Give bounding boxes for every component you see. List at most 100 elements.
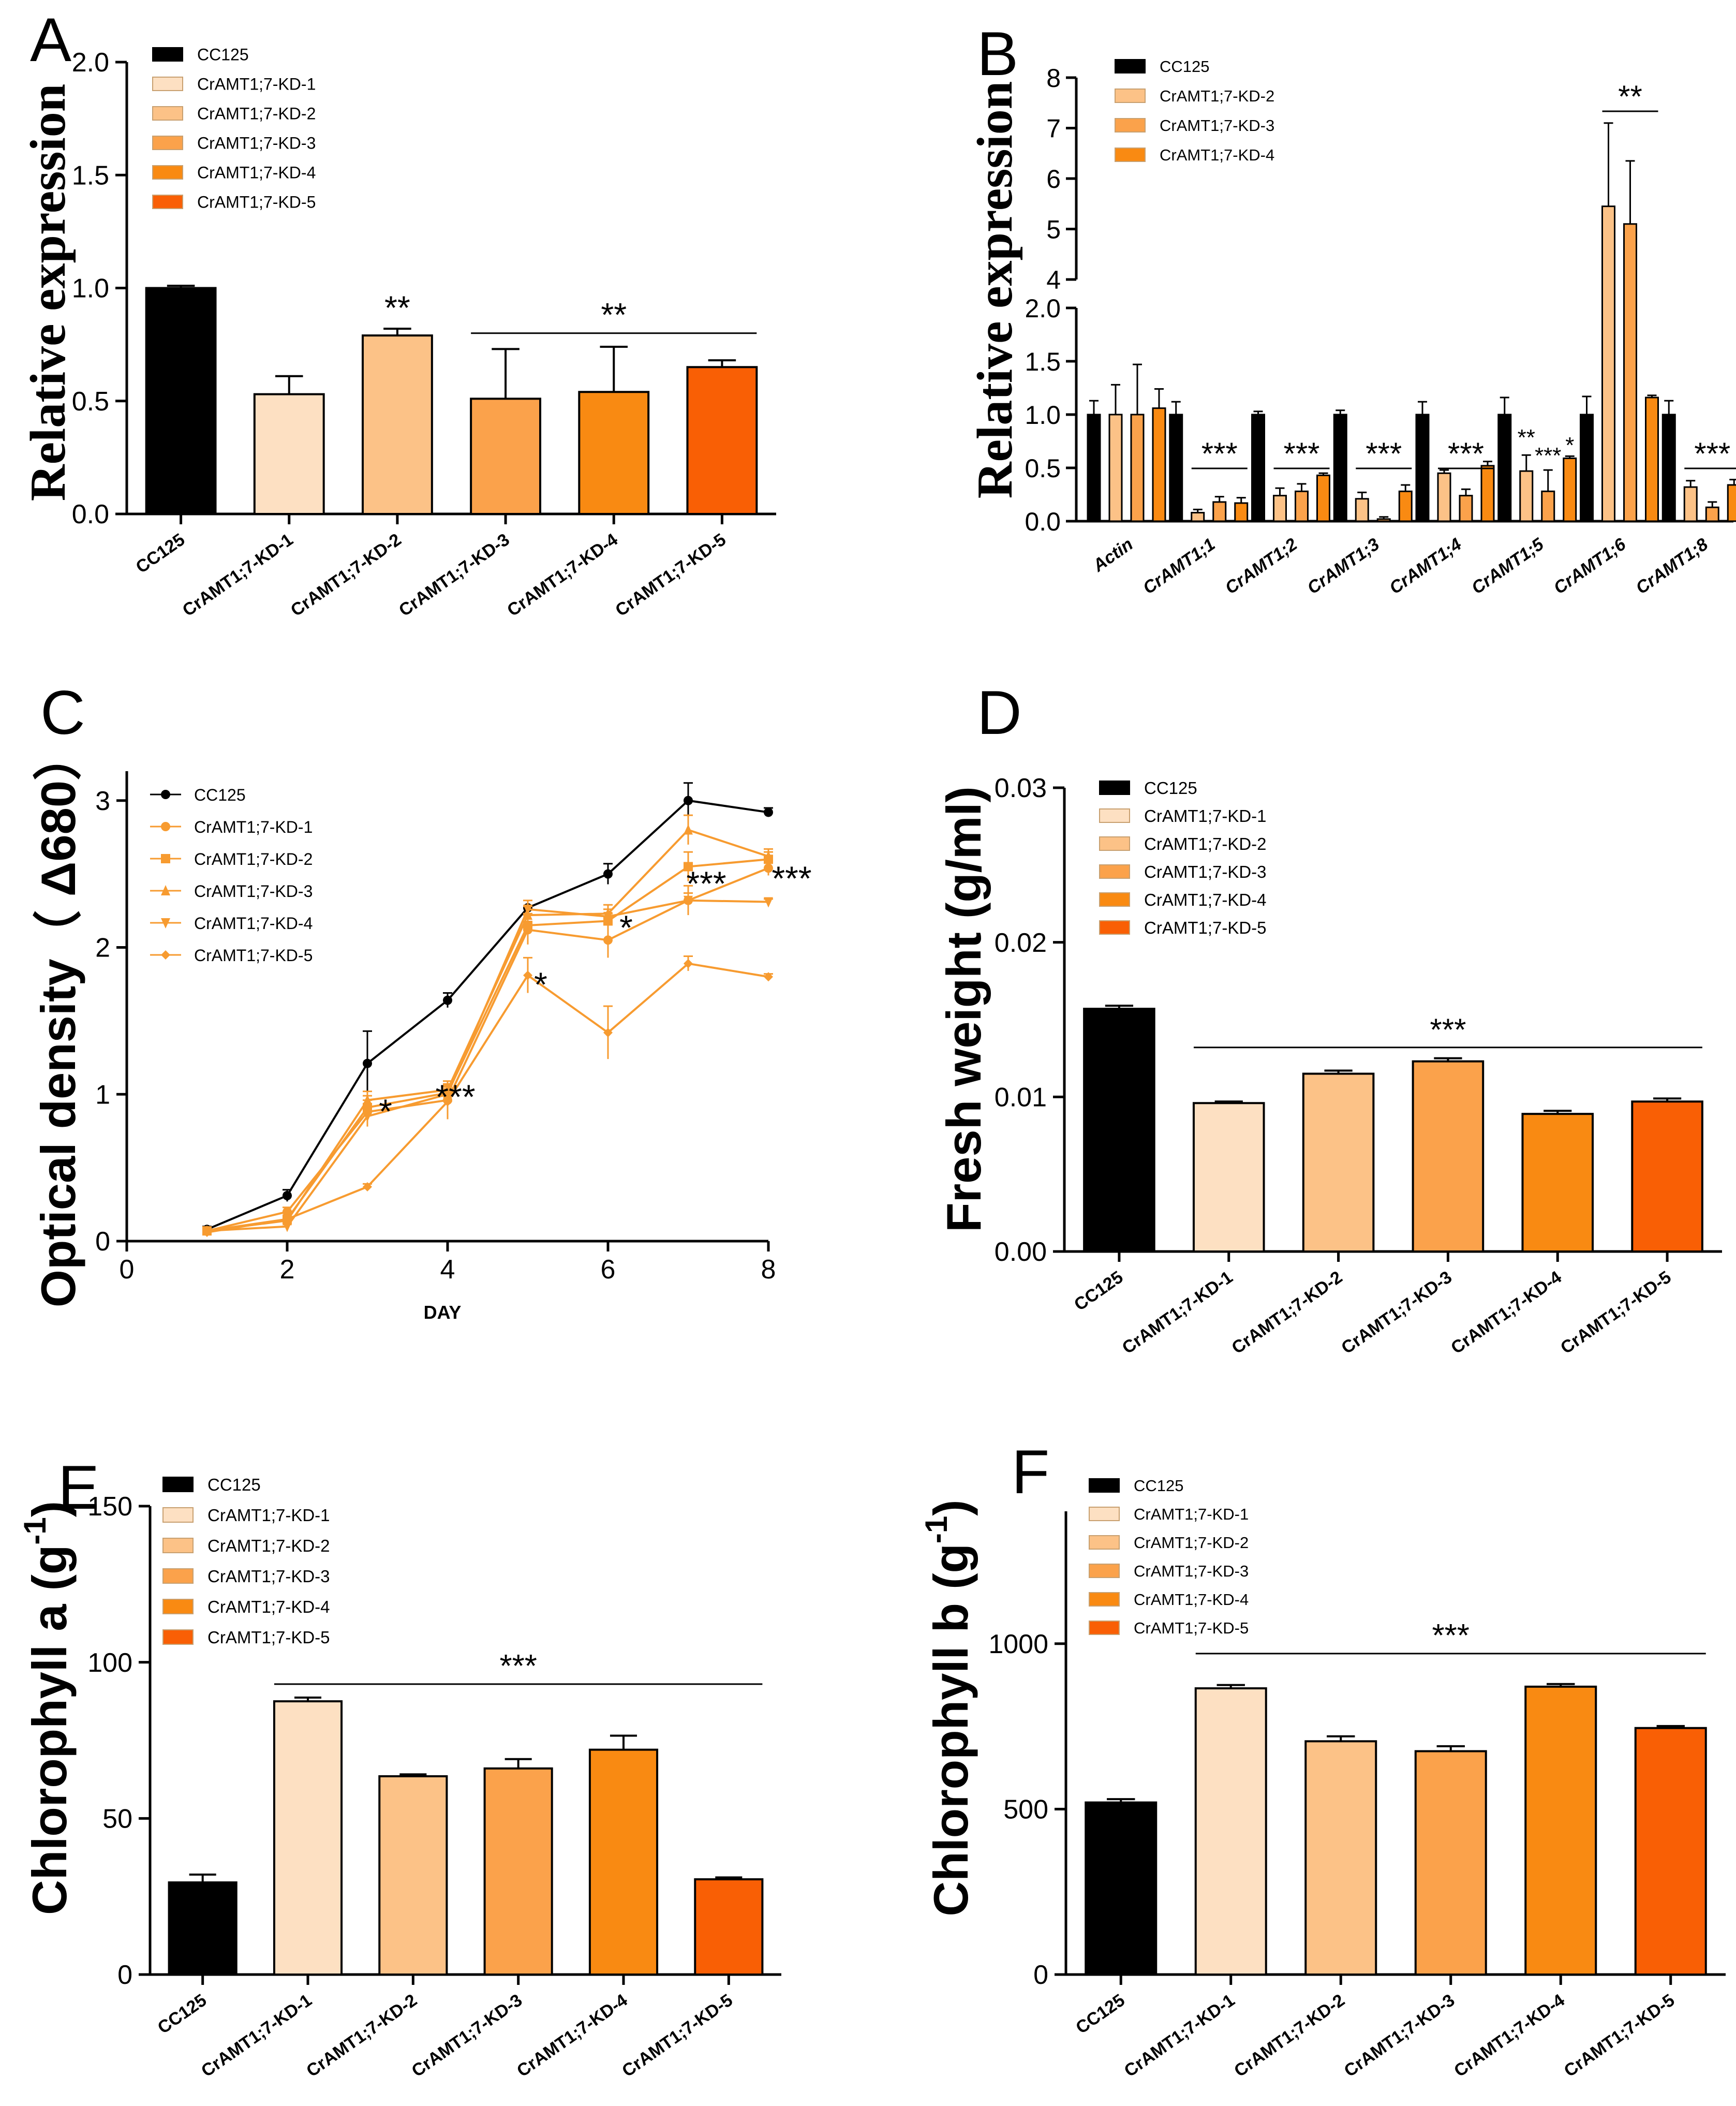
significance-label-b-4: **: [1518, 425, 1535, 450]
bar-a-cramt1-7-kd-5: [686, 366, 758, 516]
significance-label-b-2: ***: [1366, 436, 1402, 471]
significance-label-c-5: ***: [771, 859, 811, 897]
y-axis-title-f: Chlorophyll b (g-1): [919, 1499, 978, 1916]
legend-label-f-cramt1-7-kd-3: CrAMT1;7-KD-3: [1134, 1562, 1249, 1580]
legend-label-b-cc125: CC125: [1160, 57, 1210, 76]
significance-label-b-8: ***: [1694, 436, 1730, 471]
legend-label-a-cramt1-7-kd-5: CrAMT1;7-KD-5: [197, 193, 316, 212]
legend-marker-c-cramt1-7-kd-3: [161, 885, 170, 895]
y-tick-label-d-2: 0.02: [995, 928, 1047, 958]
point-c-cramt1-7-kd-4-5: [523, 904, 532, 915]
plot-e: 050100150CC125CrAMT1;7-KD-1CrAMT1;7-KD-2…: [87, 1475, 781, 2081]
legend-label-f-cramt1-7-kd-4: CrAMT1;7-KD-4: [1134, 1590, 1249, 1609]
y-tick-label-b-3: 1.5: [1025, 347, 1061, 376]
significance-label-b-0: ***: [1201, 436, 1238, 471]
x-tick-label-b-cramt1-6: CrAMT1;6: [1550, 534, 1630, 598]
legend-label-f-cramt1-7-kd-5: CrAMT1;7-KD-5: [1134, 1619, 1249, 1637]
x-tick-label-c-2: 4: [440, 1255, 455, 1285]
x-tick-label-a-cramt1-7-kd-2: CrAMT1;7-KD-2: [287, 529, 405, 620]
x-tick-label-f-cramt1-7-kd-5: CrAMT1;7-KD-5: [1561, 1990, 1679, 2081]
bar-d-cramt1-7-kd-3: [1412, 1060, 1485, 1253]
point-c-cc125-7: [684, 796, 693, 805]
bar-b-cramt1-1-cramt1-7-kd-2: [1191, 512, 1205, 522]
y-tick-label-e-3: 150: [87, 1492, 132, 1522]
x-tick-label-c-4: 8: [761, 1255, 776, 1285]
bar-b-cramt1-8-cc125: [1661, 414, 1676, 522]
x-tick-label-c-0: 0: [120, 1255, 135, 1285]
plot-a: 0.00.51.01.52.0CC125CrAMT1;7-KD-1CrAMT1;…: [72, 46, 776, 621]
legend-label-d-cc125: CC125: [1144, 778, 1197, 798]
legend-swatch-a-cramt1-7-kd-3: [152, 136, 183, 150]
bar-b-cramt1-4-cramt1-7-kd-3: [1459, 495, 1473, 522]
legend-label-e-cramt1-7-kd-4: CrAMT1;7-KD-4: [207, 1597, 330, 1616]
x-tick-label-e-cramt1-7-kd-2: CrAMT1;7-KD-2: [303, 1990, 421, 2081]
legend-swatch-f-cramt1-7-kd-3: [1089, 1564, 1120, 1578]
point-c-cramt1-7-kd-5-1: [202, 1227, 212, 1237]
panel-label-b: B: [977, 19, 1018, 89]
x-tick-label-e-cramt1-7-kd-5: CrAMT1;7-KD-5: [618, 1990, 736, 2081]
x-tick-label-f-cramt1-7-kd-1: CrAMT1;7-KD-1: [1121, 1990, 1239, 2081]
y-tick-label-a-1: 0.5: [72, 387, 109, 417]
x-axis-title-c: DAY: [424, 1302, 462, 1323]
x-tick-label-b-actin: Actin: [1089, 534, 1136, 576]
legend-label-a-cramt1-7-kd-1: CrAMT1;7-KD-1: [197, 75, 316, 94]
legend-label-b-cramt1-7-kd-4: CrAMT1;7-KD-4: [1160, 146, 1274, 164]
legend-label-d-cramt1-7-kd-2: CrAMT1;7-KD-2: [1144, 834, 1267, 853]
point-c-cramt1-7-kd-4-3: [363, 1111, 372, 1122]
series-line-c-cramt1-7-kd-1: [206, 867, 769, 1232]
x-tick-label-f-cc125: CC125: [1072, 1990, 1128, 2038]
legend-swatch-e-cramt1-7-kd-2: [162, 1538, 194, 1553]
bar-d-cramt1-7-kd-1: [1192, 1102, 1265, 1253]
legend-swatch-b-cc125: [1115, 59, 1146, 73]
y-tick-label-b-4: 2.0: [1025, 294, 1061, 323]
panel-label-d: D: [977, 678, 1022, 747]
y-tick-label-a-2: 1.0: [72, 274, 109, 304]
significance-label-b-1: ***: [1283, 436, 1319, 471]
significance-label-b-7: **: [1618, 79, 1642, 114]
legend-label-a-cramt1-7-kd-2: CrAMT1;7-KD-2: [197, 105, 316, 123]
bar-e-cramt1-7-kd-5: [694, 1878, 764, 1976]
legend-swatch-d-cramt1-7-kd-4: [1099, 892, 1130, 907]
y-tick-label-b-6: 5: [1046, 215, 1061, 244]
bar-a-cramt1-7-kd-3: [470, 397, 542, 516]
bar-b-cramt1-5-cc125: [1497, 414, 1512, 522]
legend-label-e-cc125: CC125: [207, 1475, 261, 1494]
y-tick-label-b-1: 0.5: [1025, 454, 1061, 483]
legend-label-c-cramt1-7-kd-4: CrAMT1;7-KD-4: [194, 914, 313, 933]
significance-label-d-0: ***: [1430, 1012, 1466, 1047]
series-line-c-cramt1-7-kd-5: [206, 962, 769, 1233]
x-tick-label-d-cc125: CC125: [1071, 1267, 1126, 1315]
legend-swatch-f-cramt1-7-kd-5: [1089, 1621, 1120, 1635]
bar-b-actin-cramt1-7-kd-2: [1108, 414, 1123, 522]
legend-label-e-cramt1-7-kd-1: CrAMT1;7-KD-1: [207, 1506, 330, 1525]
bar-b-cramt1-5-cramt1-7-kd-4: [1563, 457, 1577, 522]
y-tick-label-f-1: 500: [1003, 1795, 1048, 1825]
bar-f-cc125: [1085, 1801, 1158, 1976]
y-axis-title-e-sup: -1: [18, 1517, 52, 1544]
bar-e-cramt1-7-kd-4: [588, 1748, 659, 1976]
legend-swatch-a-cramt1-7-kd-2: [152, 106, 183, 121]
bar-b-cramt1-1-cc125: [1169, 414, 1183, 522]
bar-a-cc125: [145, 287, 217, 515]
x-tick-label-e-cramt1-7-kd-1: CrAMT1;7-KD-1: [198, 1990, 316, 2081]
x-tick-label-a-cramt1-7-kd-1: CrAMT1;7-KD-1: [179, 529, 297, 620]
x-tick-label-f-cramt1-7-kd-2: CrAMT1;7-KD-2: [1230, 1990, 1348, 2081]
legend-label-a-cramt1-7-kd-3: CrAMT1;7-KD-3: [197, 134, 316, 153]
bar-a-cramt1-7-kd-2: [361, 334, 433, 515]
legend-swatch-e-cramt1-7-kd-5: [162, 1629, 194, 1645]
significance-label-b-6: *: [1565, 433, 1574, 458]
y-tick-label-b-0: 0.0: [1025, 507, 1061, 536]
legend-label-d-cramt1-7-kd-5: CrAMT1;7-KD-5: [1144, 918, 1267, 937]
x-tick-label-e-cramt1-7-kd-3: CrAMT1;7-KD-3: [408, 1990, 526, 2081]
y-tick-label-b-9: 8: [1046, 64, 1061, 93]
legend-label-d-cramt1-7-kd-3: CrAMT1;7-KD-3: [1144, 862, 1267, 881]
legend-marker-c-cramt1-7-kd-5: [161, 950, 170, 960]
y-tick-label-c-3: 3: [95, 786, 110, 816]
legend-label-c-cc125: CC125: [194, 786, 246, 804]
y-tick-label-c-1: 1: [95, 1080, 110, 1110]
bar-b-cramt1-6-cc125: [1580, 414, 1594, 522]
legend-swatch-b-cramt1-7-kd-3: [1115, 118, 1146, 132]
legend-label-a-cc125: CC125: [197, 46, 249, 64]
bar-f-cramt1-7-kd-3: [1414, 1750, 1487, 1976]
